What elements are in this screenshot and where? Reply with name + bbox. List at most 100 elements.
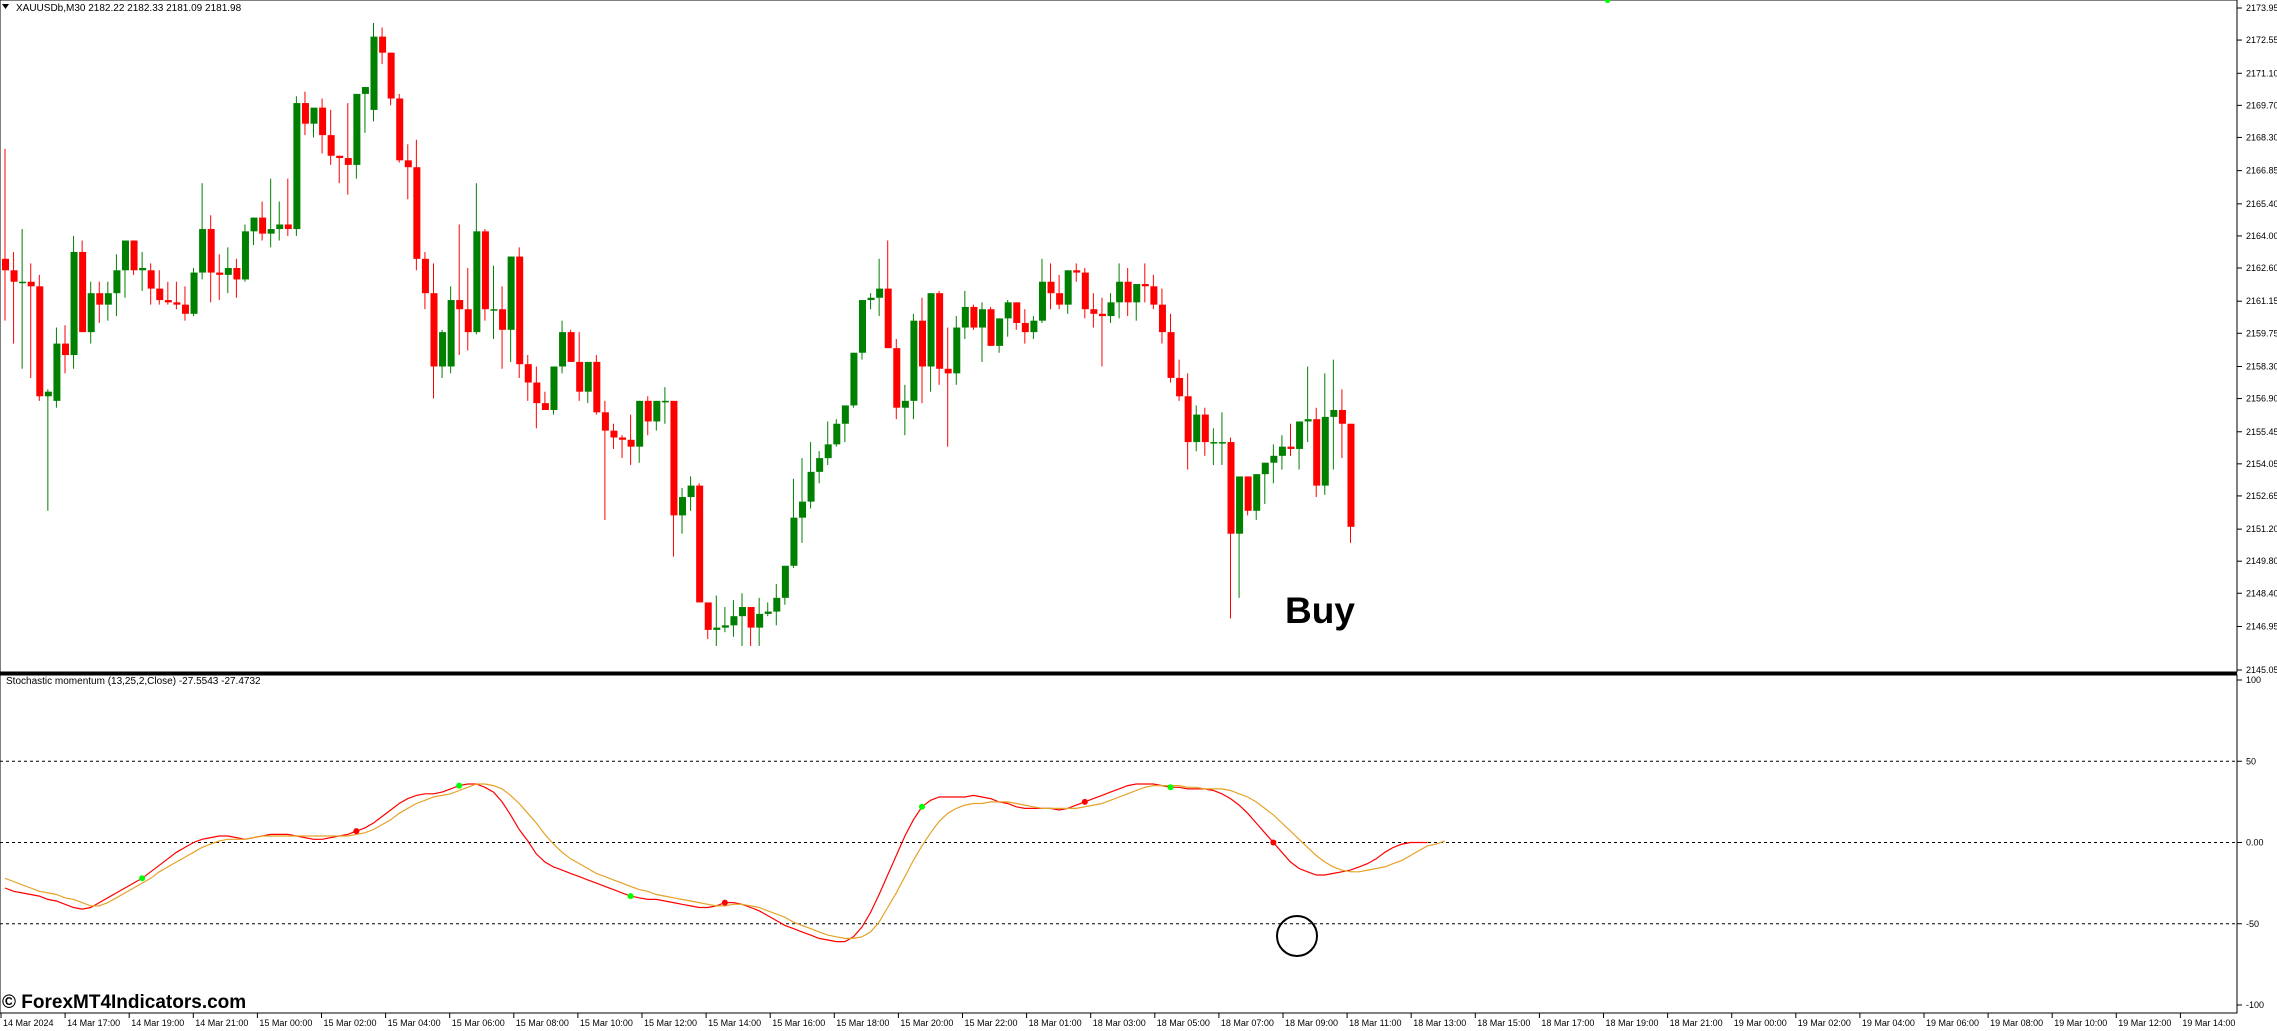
candle-body xyxy=(250,217,258,232)
time-tick-label: 19 Mar 08:00 xyxy=(1990,1018,2043,1028)
candle-body xyxy=(379,36,387,53)
indicator-tick-label: 0.00 xyxy=(2246,838,2264,848)
candle-body xyxy=(113,270,121,294)
candle-body xyxy=(87,293,95,333)
main-line xyxy=(4,783,1428,943)
candle-body xyxy=(1218,442,1226,444)
cross-marker xyxy=(1081,798,1088,805)
candle-body xyxy=(739,607,747,617)
cross-marker xyxy=(1270,839,1277,846)
time-tick-label: 15 Mar 10:00 xyxy=(580,1018,633,1028)
candle-body xyxy=(1158,304,1166,333)
candle-body xyxy=(413,167,421,259)
candle-body xyxy=(139,267,147,271)
candle-body xyxy=(901,400,909,408)
time-tick-label: 18 Mar 11:00 xyxy=(1349,1018,1401,1028)
time-tick-label: 18 Mar 09:00 xyxy=(1285,1018,1338,1028)
candle-body xyxy=(884,288,892,349)
candle-body xyxy=(233,267,241,280)
candle-body xyxy=(447,300,455,367)
cross-marker xyxy=(1604,0,1611,3)
candle-body xyxy=(936,293,944,369)
price-tick-label: 2165.40 xyxy=(2246,199,2277,209)
time-tick-label: 15 Mar 14:00 xyxy=(708,1018,761,1028)
price-tick-label: 2145.05 xyxy=(2246,665,2277,675)
candle-body xyxy=(336,155,344,159)
candle-body xyxy=(1150,286,1158,305)
time-tick-label: 18 Mar 03:00 xyxy=(1093,1018,1146,1028)
candle-body xyxy=(644,400,652,422)
candle-body xyxy=(490,309,498,311)
candle-body xyxy=(773,597,781,612)
candle-body xyxy=(104,293,112,305)
time-tick-label: 19 Mar 00:00 xyxy=(1734,1018,1787,1028)
candle-body xyxy=(1047,281,1055,294)
candle-body xyxy=(807,471,815,502)
candle-body xyxy=(1321,416,1329,486)
time-tick-label: 14 Mar 17:00 xyxy=(67,1018,120,1028)
candle-body xyxy=(319,107,327,136)
candle-body xyxy=(593,361,601,413)
time-tick-label: 15 Mar 02:00 xyxy=(324,1018,377,1028)
candle-body xyxy=(207,229,215,273)
candle-body xyxy=(1296,421,1304,449)
candle-body xyxy=(370,36,378,110)
buy-signal-circle xyxy=(1276,915,1318,957)
time-tick-label: 14 Mar 21:00 xyxy=(195,1018,248,1028)
candle-body xyxy=(293,103,301,230)
candle-body xyxy=(619,437,627,440)
candle-body xyxy=(1330,410,1338,417)
candle-body xyxy=(1287,446,1295,449)
candle-body xyxy=(224,267,232,275)
candle-body xyxy=(850,352,858,406)
time-tick-label: 18 Mar 19:00 xyxy=(1606,1018,1659,1028)
candle-body xyxy=(1304,419,1312,422)
time-tick-label: 15 Mar 22:00 xyxy=(965,1018,1018,1028)
candle-body xyxy=(1004,302,1012,319)
candle-body xyxy=(36,286,44,397)
candle-body xyxy=(199,229,207,273)
candle-body xyxy=(1013,302,1021,323)
signal-line xyxy=(4,783,1446,939)
candle-body xyxy=(610,430,618,438)
cross-marker xyxy=(353,828,360,835)
candle-body xyxy=(1167,332,1175,378)
candle-body xyxy=(173,302,181,305)
candle-body xyxy=(953,327,961,374)
time-tick-label: 18 Mar 13:00 xyxy=(1413,1018,1466,1028)
candle-body xyxy=(361,87,369,94)
time-tick-label: 19 Mar 12:00 xyxy=(2118,1018,2171,1028)
candle-body xyxy=(661,400,669,403)
candle-body xyxy=(464,309,472,333)
candle-body xyxy=(327,135,335,156)
price-tick-label: 2149.80 xyxy=(2246,556,2277,566)
time-tick-label: 18 Mar 17:00 xyxy=(1541,1018,1594,1028)
price-tick-label: 2168.30 xyxy=(2246,132,2277,142)
candle-body xyxy=(516,256,524,365)
time-tick-label: 15 Mar 06:00 xyxy=(452,1018,505,1028)
time-tick-label: 18 Mar 07:00 xyxy=(1221,1018,1274,1028)
candle-body xyxy=(781,565,789,598)
candle-body xyxy=(790,517,798,566)
time-tick-label: 19 Mar 10:00 xyxy=(2054,1018,2107,1028)
price-tick-label: 2169.70 xyxy=(2246,100,2277,110)
time-tick-label: 15 Mar 18:00 xyxy=(836,1018,889,1028)
candle-body xyxy=(267,229,275,234)
candle-body xyxy=(241,231,249,280)
cross-marker xyxy=(627,893,634,900)
price-tick-label: 2162.60 xyxy=(2246,263,2277,273)
candle-body xyxy=(996,318,1004,346)
price-tick-label: 2156.90 xyxy=(2246,394,2277,404)
candle-body xyxy=(259,217,267,234)
collapse-triangle-icon[interactable] xyxy=(2,4,9,9)
candle-body xyxy=(970,306,978,328)
candle-body xyxy=(524,364,532,383)
cross-marker xyxy=(918,803,925,810)
candle-body xyxy=(276,224,284,230)
candle-body xyxy=(730,616,738,626)
candle-body xyxy=(1038,281,1046,321)
candle-body xyxy=(404,160,412,168)
time-tick-label: 19 Mar 06:00 xyxy=(1926,1018,1979,1028)
cross-marker xyxy=(139,875,146,882)
